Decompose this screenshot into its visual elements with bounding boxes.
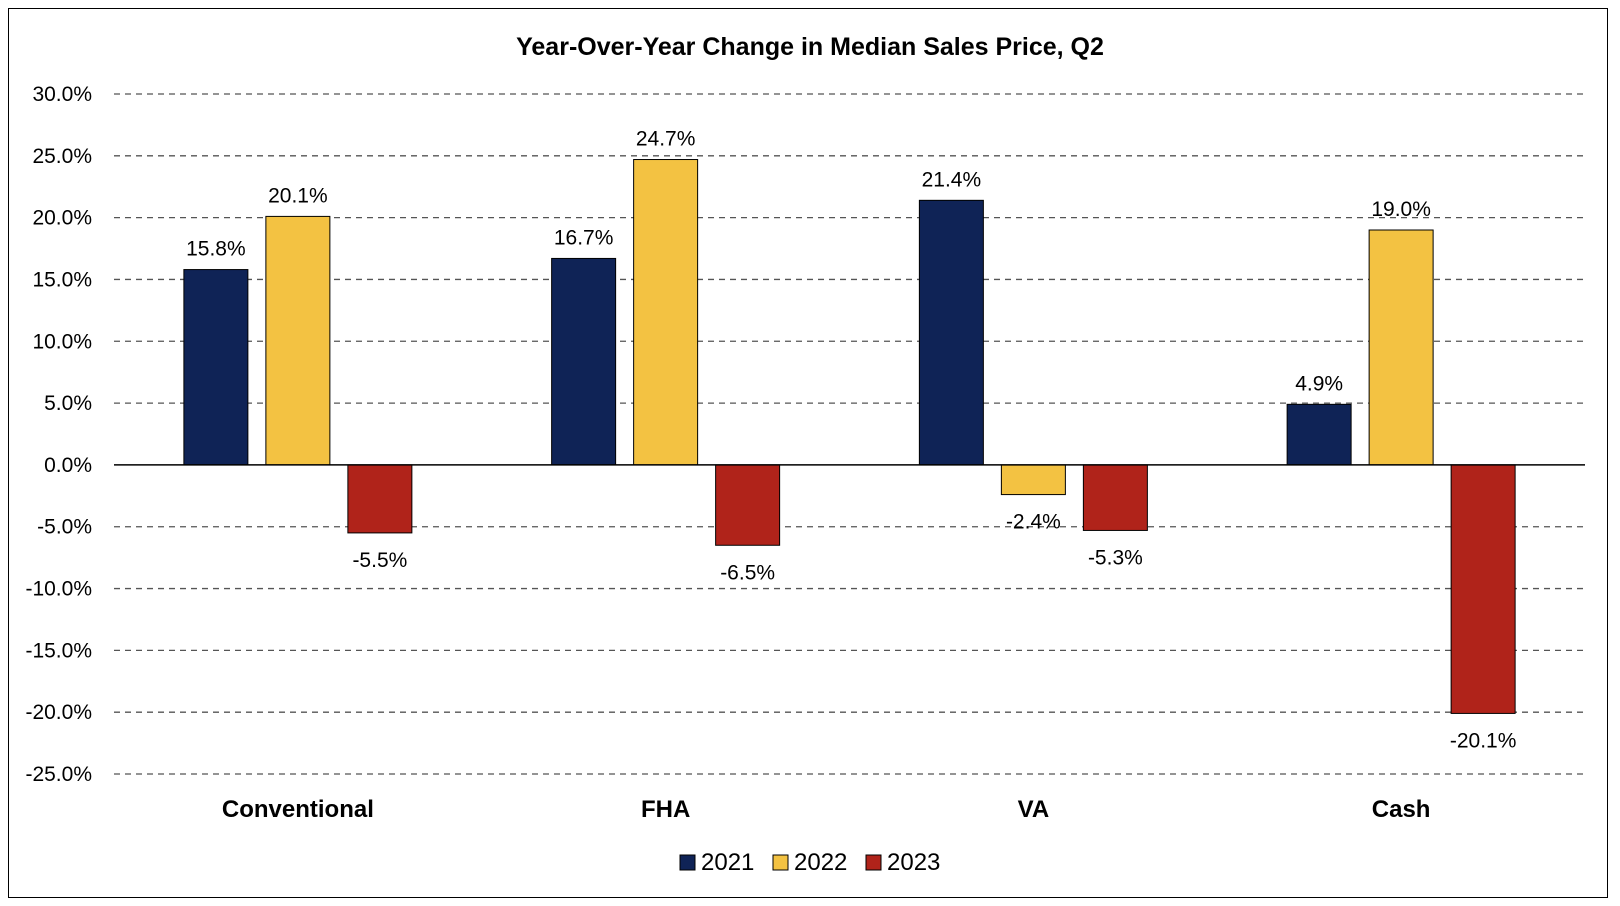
legend-swatch [772,854,789,871]
bar-2022-cash [1368,229,1434,466]
bars [183,159,1516,714]
bar-2023-fha [715,464,781,546]
data-label: 20.1% [268,184,328,207]
y-tick-label: -10.0% [25,578,92,601]
data-label: -6.5% [720,561,775,584]
y-tick-label: -20.0% [25,701,92,724]
bar-2023-conventional [347,464,413,534]
bar-2021-cash [1286,403,1352,466]
legend-label: 2021 [701,849,754,876]
y-tick-label: -15.0% [25,639,92,662]
category-label: FHA [641,796,690,823]
bar-2022-fha [633,159,699,466]
category-label: Cash [1372,796,1431,823]
y-tick-label: 5.0% [44,392,92,415]
data-label: -5.3% [1088,546,1143,569]
x-axis-category-labels: Conventional FHA VA Cash [222,796,1431,823]
y-tick-label: -25.0% [25,763,92,786]
y-tick-label: 10.0% [32,330,92,353]
category-label: VA [1018,796,1050,823]
y-tick-label: 0.0% [44,454,92,477]
bar-2022-conventional [265,215,331,466]
data-label: 15.8% [186,238,246,261]
y-tick-label: 15.0% [32,268,92,291]
data-label: -2.4% [1006,511,1061,534]
bar-2021-conventional [183,269,249,466]
data-label: -5.5% [352,549,407,572]
bar-2023-cash [1450,464,1516,714]
bar-2021-fha [551,257,617,466]
data-label: 16.7% [554,226,614,249]
category-label: Conventional [222,796,374,823]
data-label: 24.7% [636,128,696,151]
bar-2023-va [1082,464,1148,531]
chart-frame [8,8,1608,898]
legend-swatch [679,854,696,871]
legend-label: 2023 [887,849,940,876]
data-labels: 15.8% 20.1% -5.5% 16.7% 24.7% -6.5% 21.4% -2.4%… [186,128,1516,753]
bar-2022-va [1000,464,1066,496]
y-tick-label: 20.0% [32,207,92,230]
bar-2021-va [918,199,984,466]
legend: 2021 2022 2023 [679,849,940,876]
data-label: 19.0% [1371,198,1431,221]
y-tick-label: -5.0% [37,516,92,539]
data-label: 21.4% [922,168,982,191]
data-label: 4.9% [1295,372,1343,395]
legend-label: 2022 [794,849,847,876]
chart-title: Year-Over-Year Change in Median Sales Pr… [516,33,1104,61]
data-label: -20.1% [1450,729,1517,752]
legend-swatch [865,854,882,871]
y-tick-label: 30.0% [32,83,92,106]
y-axis-tick-labels: 30.0% 25.0% 20.0% 15.0% 10.0% 5.0% 0.0% -5.0% -1… [25,83,92,786]
y-tick-label: 25.0% [32,145,92,168]
gridlines [114,93,1585,775]
